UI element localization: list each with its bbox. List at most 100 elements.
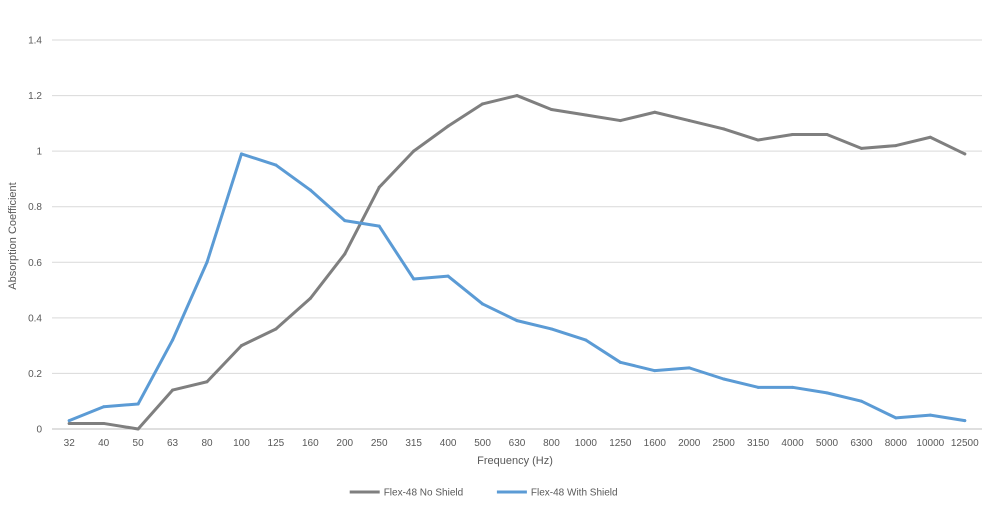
data-point	[963, 152, 967, 156]
y-tick-label: 0.4	[28, 313, 42, 324]
x-tick-label: 5000	[816, 438, 839, 449]
y-tick-label: 1	[36, 147, 42, 158]
data-point	[481, 302, 485, 306]
data-point	[515, 319, 519, 323]
data-point	[549, 327, 553, 331]
legend-item: Flex-48 No Shield	[349, 488, 463, 499]
data-point	[446, 274, 450, 278]
x-tick-label: 8000	[885, 438, 908, 449]
data-point	[274, 163, 278, 167]
x-tick-label: 80	[201, 438, 213, 449]
legend-item: Flex-48 With Shield	[496, 488, 618, 499]
data-point	[791, 385, 795, 389]
data-point	[756, 138, 760, 142]
data-point	[136, 427, 140, 431]
data-point	[584, 338, 588, 342]
y-tick-label: 0.6	[28, 258, 42, 269]
data-point	[928, 413, 932, 417]
gridlines	[52, 39, 982, 430]
data-point	[584, 113, 588, 117]
data-point	[412, 149, 416, 153]
data-point	[343, 219, 347, 223]
data-point	[481, 102, 485, 106]
x-tick-label: 50	[133, 438, 145, 449]
data-point	[549, 107, 553, 111]
x-tick-label: 12500	[951, 438, 979, 449]
y-tick-label: 1.2	[28, 91, 42, 102]
data-point	[825, 132, 829, 136]
data-point	[171, 338, 175, 342]
data-point	[963, 419, 967, 423]
data-point	[67, 419, 71, 423]
data-point	[618, 119, 622, 123]
data-point	[756, 385, 760, 389]
data-point	[308, 296, 312, 300]
data-point	[239, 152, 243, 156]
x-axis-title: Frequency (Hz)	[477, 455, 553, 467]
x-tick-label: 32	[64, 438, 76, 449]
data-point	[894, 144, 898, 148]
series-line	[67, 152, 967, 423]
data-point	[446, 124, 450, 128]
series-1	[67, 94, 967, 431]
data-point	[102, 405, 106, 409]
y-tick-label: 0	[36, 425, 42, 436]
x-tick-label: 3150	[747, 438, 770, 449]
x-tick-label: 125	[268, 438, 285, 449]
data-point	[343, 252, 347, 256]
x-tick-label: 630	[509, 438, 526, 449]
data-point	[377, 224, 381, 228]
data-point	[377, 185, 381, 189]
data-point	[722, 127, 726, 131]
legend-label: Flex-48 No Shield	[384, 488, 463, 499]
series-2	[67, 152, 967, 423]
y-tick-label: 0.2	[28, 369, 42, 380]
data-point	[102, 421, 106, 425]
data-point	[171, 388, 175, 392]
y-axis-ticks: 0 0.2 0.4 0.6 0.8 1 1.2 1.4	[28, 36, 42, 436]
data-point	[618, 360, 622, 364]
data-point	[67, 421, 71, 425]
data-point	[205, 380, 209, 384]
x-tick-label: 500	[474, 438, 491, 449]
data-point	[239, 344, 243, 348]
x-tick-label: 1000	[575, 438, 598, 449]
legend-label: Flex-48 With Shield	[531, 488, 618, 499]
data-point	[412, 277, 416, 281]
data-point	[308, 188, 312, 192]
data-point	[722, 377, 726, 381]
data-point	[825, 391, 829, 395]
x-tick-label: 160	[302, 438, 319, 449]
x-tick-label: 2000	[678, 438, 701, 449]
x-tick-label: 40	[98, 438, 110, 449]
x-tick-label: 250	[371, 438, 388, 449]
data-point	[928, 135, 932, 139]
x-axis-ticks: 32 40 50 63 80 100 125 160 200 250 315 400 500 630 800…	[64, 438, 979, 449]
x-tick-label: 63	[167, 438, 179, 449]
data-point	[274, 327, 278, 331]
data-point	[136, 402, 140, 406]
x-tick-label: 200	[336, 438, 353, 449]
x-tick-label: 1600	[644, 438, 667, 449]
x-tick-label: 400	[440, 438, 457, 449]
data-point	[205, 260, 209, 264]
x-tick-label: 6300	[850, 438, 873, 449]
data-point	[653, 369, 657, 373]
y-tick-label: 0.8	[28, 202, 42, 213]
y-axis-title: Absorption Coefficient	[7, 182, 19, 289]
x-tick-label: 1250	[609, 438, 632, 449]
data-point	[653, 110, 657, 114]
data-point	[687, 366, 691, 370]
x-tick-label: 315	[405, 438, 422, 449]
x-tick-label: 4000	[781, 438, 804, 449]
data-point	[791, 132, 795, 136]
x-tick-label: 2500	[713, 438, 736, 449]
series-lines	[67, 94, 967, 431]
data-point	[515, 94, 519, 98]
x-tick-label: 100	[233, 438, 250, 449]
data-point	[687, 119, 691, 123]
legend: Flex-48 No Shield Flex-48 With Shield	[349, 488, 618, 499]
data-point	[894, 416, 898, 420]
